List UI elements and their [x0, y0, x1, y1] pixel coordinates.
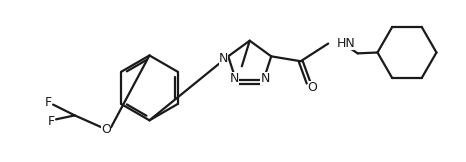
- Text: N: N: [230, 72, 239, 85]
- Text: F: F: [48, 115, 55, 128]
- Text: O: O: [101, 123, 111, 136]
- Text: HN: HN: [337, 37, 356, 50]
- Text: N: N: [260, 72, 270, 85]
- Text: F: F: [45, 96, 52, 109]
- Text: N: N: [219, 52, 228, 65]
- Text: O: O: [308, 81, 317, 94]
